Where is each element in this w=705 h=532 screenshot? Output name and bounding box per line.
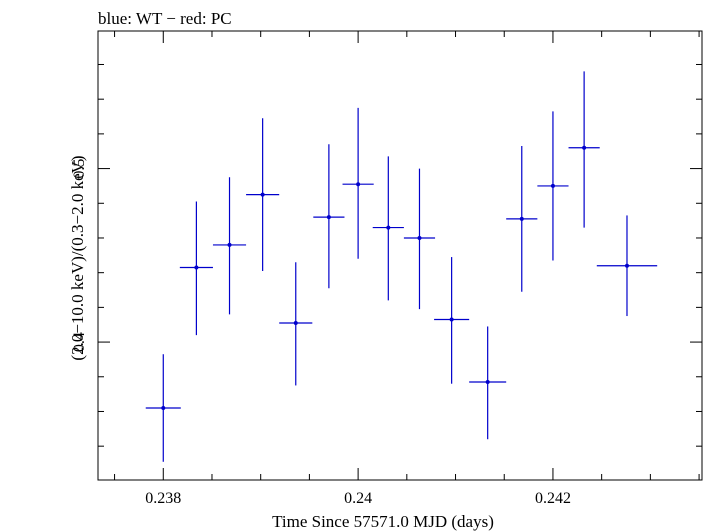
y-tick-label: 0.4: [71, 332, 88, 352]
point-marker: [550, 183, 555, 188]
data-point: [145, 354, 181, 462]
data-point: [469, 326, 507, 440]
y-axis-title: (2.0−10.0 keV)/(0.3−2.0 keV): [68, 155, 87, 360]
x-tick-label: 0.24: [344, 490, 372, 507]
x-tick-label: 0.238: [145, 490, 181, 507]
point-marker: [449, 317, 454, 322]
point-marker: [356, 182, 361, 187]
point-marker: [161, 406, 166, 411]
data-point: [537, 111, 569, 261]
point-marker: [326, 215, 331, 220]
data-point: [212, 177, 247, 315]
axis-ticks: [98, 31, 702, 480]
point-marker: [194, 265, 199, 270]
data-point: [506, 146, 538, 292]
point-marker: [624, 263, 629, 268]
chart-title: blue: WT − red: PC: [98, 9, 232, 28]
x-tick-label: 0.242: [535, 490, 571, 507]
plot-frame: [97, 30, 703, 481]
point-marker: [386, 225, 391, 230]
point-marker: [293, 320, 298, 325]
data-point: [313, 144, 345, 289]
data-point: [179, 201, 213, 336]
tick-labels: 0.238 0.24 0.242 0.4 0.5: [71, 159, 571, 507]
data-point: [403, 168, 436, 310]
point-marker: [582, 145, 587, 150]
point-marker: [417, 235, 422, 240]
data-point: [246, 118, 280, 271]
point-marker: [485, 379, 490, 384]
data-point: [596, 215, 658, 317]
point-marker: [260, 192, 265, 197]
point-marker: [227, 242, 232, 247]
data-point: [279, 262, 313, 386]
y-tick-label: 0.5: [71, 159, 88, 179]
data-point: [434, 257, 470, 384]
x-axis-title: Time Since 57571.0 MJD (days): [272, 512, 494, 531]
point-marker: [519, 216, 524, 221]
data-point: [342, 107, 374, 259]
data-point: [568, 71, 600, 228]
data-point: [372, 156, 404, 301]
data-points: [145, 71, 658, 462]
